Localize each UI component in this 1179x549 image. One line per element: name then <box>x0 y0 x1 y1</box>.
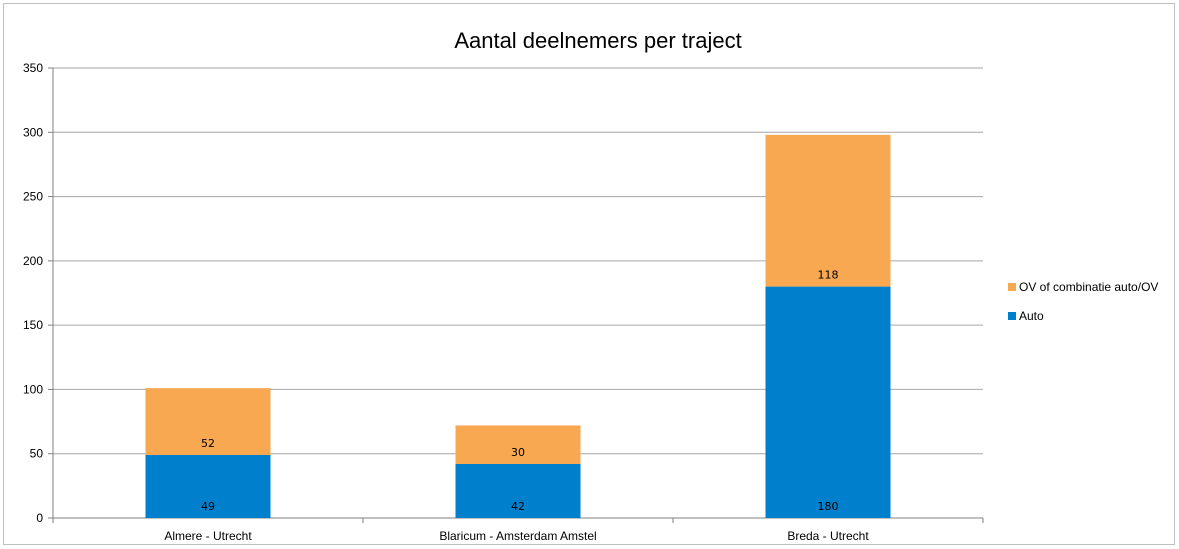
y-tick-label-250: 250 <box>23 190 43 204</box>
y-tick-label-200: 200 <box>23 254 43 268</box>
legend-label-ov-of-combinatie-auto-ov: OV of combinatie auto/OV <box>1019 280 1158 294</box>
y-tick-label-100: 100 <box>23 382 43 396</box>
data-label-auto-blaricum-amsterdam-amstel: 42 <box>511 500 525 513</box>
x-tick-label-almere-utrecht: Almere - Utrecht <box>164 529 252 543</box>
chart-title: Aantal deelnemers per traject <box>454 28 741 53</box>
y-tick-label-0: 0 <box>36 511 43 525</box>
y-tick-label-150: 150 <box>23 318 43 332</box>
data-label-auto-breda-utrecht: 180 <box>818 500 839 513</box>
y-tick-label-50: 50 <box>30 447 44 461</box>
bar-ov-of-combinatie-auto-ov-breda-utrecht <box>766 135 891 287</box>
y-tick-label-350: 350 <box>23 61 43 75</box>
x-tick-label-blaricum-amsterdam-amstel: Blaricum - Amsterdam Amstel <box>439 529 596 543</box>
data-label-ov-of-combinatie-auto-ov-almere-utrecht: 52 <box>201 437 215 450</box>
legend: OV of combinatie auto/OV Auto <box>1008 280 1158 323</box>
bars <box>146 135 891 518</box>
y-tick-label-300: 300 <box>23 125 43 139</box>
data-label-ov-of-combinatie-auto-ov-breda-utrecht: 118 <box>818 269 839 282</box>
data-label-auto-almere-utrecht: 49 <box>201 500 215 513</box>
data-label-ov-of-combinatie-auto-ov-blaricum-amsterdam-amstel: 30 <box>511 446 525 459</box>
legend-label-auto: Auto <box>1019 309 1044 323</box>
legend-swatch-ov-of-combinatie-auto-ov <box>1008 283 1016 291</box>
x-tick-label-breda-utrecht: Breda - Utrecht <box>787 529 869 543</box>
legend-swatch-auto <box>1008 312 1016 320</box>
bar-auto-breda-utrecht <box>766 287 891 518</box>
